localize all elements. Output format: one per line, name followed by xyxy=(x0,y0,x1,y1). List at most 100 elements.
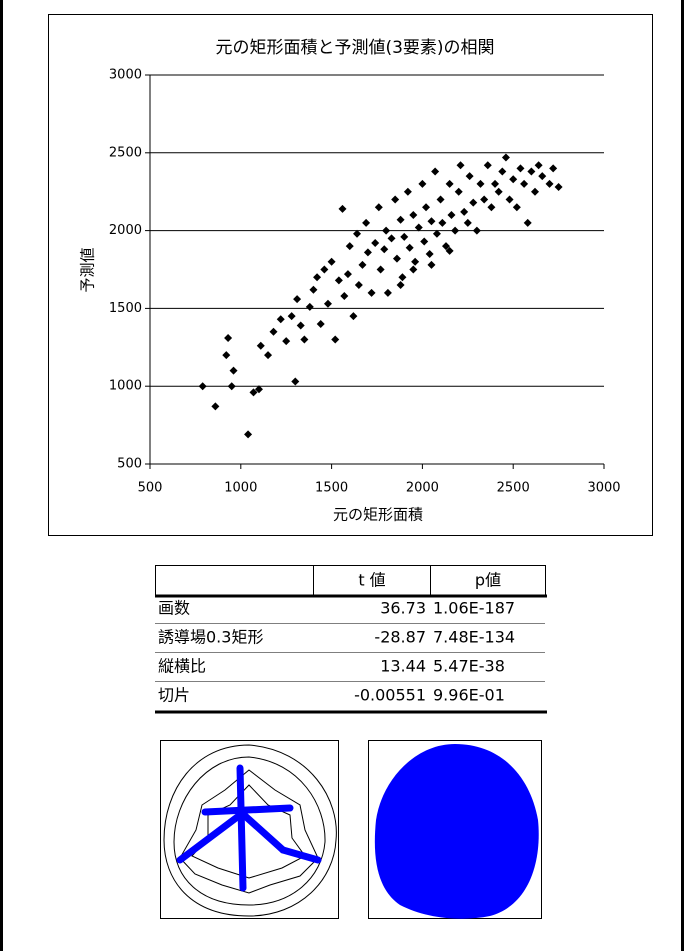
x-tick-label: 2000 xyxy=(406,481,439,496)
glyph-stroke xyxy=(201,804,294,816)
point xyxy=(414,223,423,232)
point xyxy=(287,312,296,321)
table-cell: -28.87 xyxy=(374,628,426,647)
table-cell: 縦横比 xyxy=(158,657,206,676)
point xyxy=(309,285,318,294)
point xyxy=(463,218,472,227)
glyph-stroke xyxy=(176,811,244,864)
table-cell: 1.06E-187 xyxy=(433,599,515,618)
table-cell: 5.47E-38 xyxy=(433,657,505,676)
table-cell: 7.48E-134 xyxy=(433,628,515,647)
point xyxy=(313,273,322,282)
point xyxy=(269,327,278,336)
point xyxy=(256,341,265,350)
point xyxy=(438,218,447,227)
point xyxy=(371,239,380,248)
point xyxy=(447,211,456,220)
y-axis-label: 予測値 xyxy=(79,247,97,292)
point xyxy=(476,179,485,188)
point xyxy=(505,195,514,204)
point xyxy=(354,281,363,290)
point xyxy=(445,179,454,188)
contour-image xyxy=(160,740,339,919)
table-cell: 誘導場0.3矩形 xyxy=(158,628,263,647)
point xyxy=(331,335,340,344)
point xyxy=(436,195,445,204)
table-cell: 切片 xyxy=(158,686,190,705)
point xyxy=(383,288,392,297)
point xyxy=(530,187,539,196)
point xyxy=(483,161,492,170)
glyph-stroke xyxy=(279,846,322,864)
point xyxy=(409,211,418,220)
point xyxy=(554,183,563,192)
x-tick-label: 2500 xyxy=(497,481,530,496)
point xyxy=(425,249,434,258)
point xyxy=(432,229,441,238)
point xyxy=(358,260,367,269)
x-tick-label: 1500 xyxy=(315,481,348,496)
point xyxy=(254,385,263,394)
table-cell: 画数 xyxy=(158,599,190,618)
point xyxy=(345,242,354,251)
point xyxy=(431,167,440,176)
point xyxy=(367,288,376,297)
point xyxy=(291,377,300,386)
point xyxy=(418,179,427,188)
contour xyxy=(179,769,319,894)
point xyxy=(198,382,207,391)
glyph-stroke xyxy=(240,811,287,854)
point xyxy=(396,281,405,290)
point xyxy=(549,164,558,173)
point xyxy=(456,161,465,170)
point xyxy=(400,232,409,241)
point xyxy=(480,195,489,204)
point xyxy=(405,243,414,252)
point xyxy=(396,215,405,224)
x-tick-label: 500 xyxy=(138,481,163,496)
contour xyxy=(173,756,326,906)
point xyxy=(305,302,314,311)
table-cell: 9.96E-01 xyxy=(433,686,505,705)
point xyxy=(520,179,529,188)
point xyxy=(391,195,400,204)
x-tick-label: 1000 xyxy=(224,481,257,496)
y-tick-label: 1500 xyxy=(109,301,142,316)
point xyxy=(491,179,500,188)
table-cell: 36.73 xyxy=(380,599,426,618)
point xyxy=(323,299,332,308)
point xyxy=(516,164,525,173)
point xyxy=(300,335,309,344)
point xyxy=(362,218,371,227)
point xyxy=(454,187,463,196)
contour xyxy=(163,744,337,917)
point xyxy=(409,265,418,274)
glyph-stroke xyxy=(236,764,247,892)
column-header: p値 xyxy=(475,571,501,590)
point xyxy=(509,175,518,184)
column-header: t 値 xyxy=(358,571,385,590)
point xyxy=(316,319,325,328)
point xyxy=(249,388,258,397)
point xyxy=(411,257,420,266)
point xyxy=(460,207,469,216)
y-tick-label: 1000 xyxy=(109,379,142,394)
y-tick-label: 2500 xyxy=(109,145,142,160)
point xyxy=(398,273,407,282)
point xyxy=(527,167,536,176)
point xyxy=(353,229,362,238)
point xyxy=(276,315,285,324)
point xyxy=(523,218,532,227)
point xyxy=(451,226,460,235)
point xyxy=(293,295,302,304)
point xyxy=(374,203,383,212)
point xyxy=(487,203,496,212)
point xyxy=(376,265,385,274)
point xyxy=(229,366,238,375)
point xyxy=(538,172,547,181)
point xyxy=(422,203,431,212)
point xyxy=(392,254,401,263)
